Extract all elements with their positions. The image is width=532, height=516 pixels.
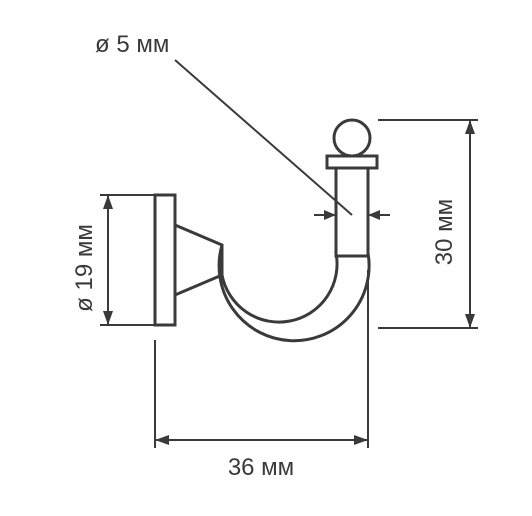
mount-boss [175, 225, 222, 295]
ball-finial [334, 120, 370, 156]
dim-width-bottom-label: 36 мм [228, 454, 294, 481]
dim-diameter-left-label: ø 19 мм [71, 224, 98, 312]
dim-height-right-label: 30 мм [431, 199, 458, 265]
mount-plate [155, 195, 175, 325]
dim-diameter-top-label: ø 5 мм [95, 31, 169, 58]
cap-disc [327, 156, 377, 168]
dim-diameter-top-leader [175, 60, 352, 215]
hook-arm [219, 245, 369, 341]
technical-drawing: ø 5 мм ø 19 мм 30 мм 36 мм [0, 0, 532, 516]
stem [336, 168, 368, 256]
